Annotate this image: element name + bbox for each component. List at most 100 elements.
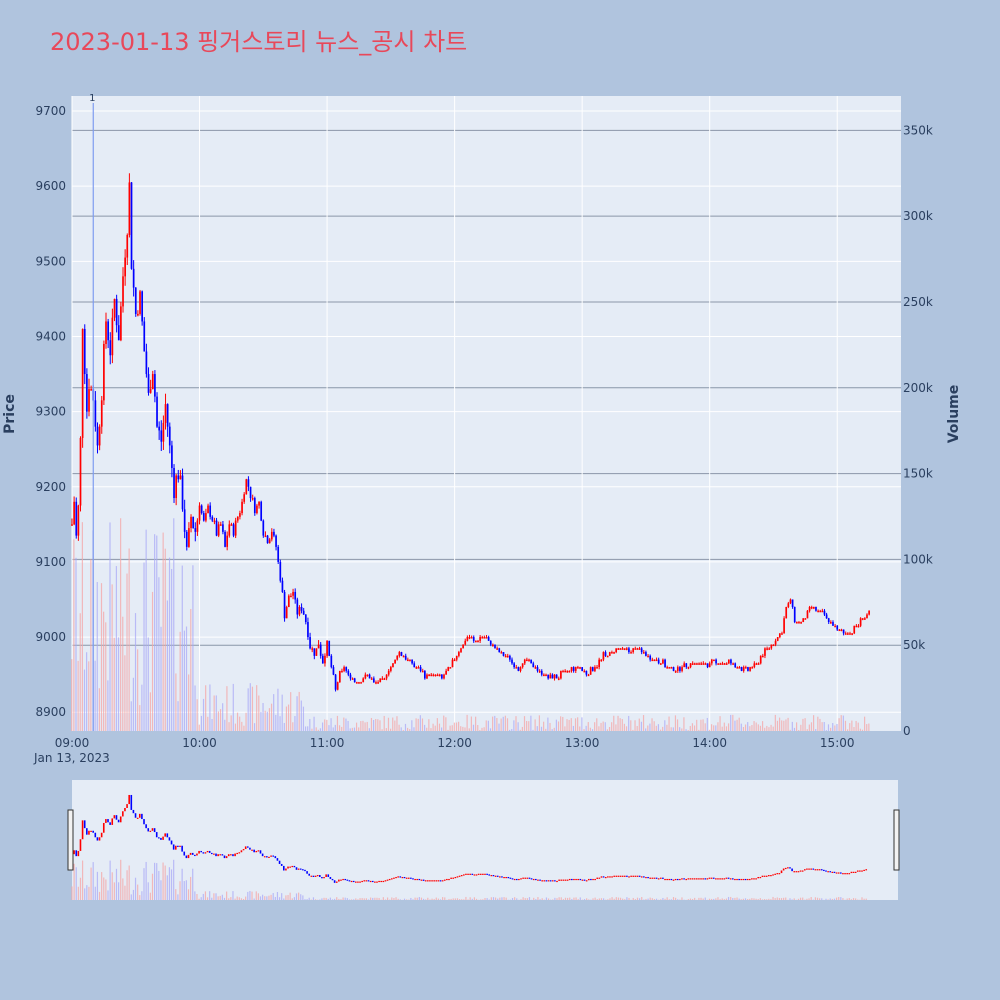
- volume-bar: [343, 717, 345, 731]
- candle-body: [364, 674, 367, 679]
- mini-volume-bar: [232, 891, 234, 900]
- candle-body: [111, 317, 114, 356]
- mini-candle: [789, 867, 791, 869]
- mini-candle: [126, 804, 128, 808]
- mini-volume-bar: [151, 873, 154, 900]
- volume-bar: [498, 723, 500, 731]
- candle-body: [693, 663, 696, 665]
- mini-volume-bar: [778, 897, 780, 900]
- mini-volume-bar: [541, 898, 543, 900]
- volume-bar: [154, 534, 156, 731]
- mini-candle: [507, 876, 510, 879]
- mini-volume-bar: [700, 897, 702, 900]
- mini-volume-bar: [79, 877, 82, 900]
- mini-volume-bar: [245, 896, 247, 900]
- mini-volume-bar: [338, 898, 340, 900]
- volume-bar: [466, 714, 468, 731]
- range-slider-left-handle[interactable]: [67, 809, 74, 871]
- mini-volume-bar: [793, 898, 795, 900]
- candle-body: [604, 652, 607, 656]
- mini-volume-bar: [221, 894, 223, 900]
- volume-bar: [183, 630, 185, 731]
- mini-candle: [397, 876, 399, 878]
- mini-candle: [486, 873, 488, 875]
- volume-bar: [326, 719, 328, 731]
- mini-volume-bar: [73, 863, 75, 900]
- mini-candle: [861, 870, 863, 872]
- volume-bar: [262, 703, 264, 731]
- volume-bar: [141, 684, 143, 731]
- candle-body: [619, 648, 622, 650]
- candle-body: [757, 663, 760, 665]
- mini-candle: [831, 871, 834, 873]
- candle-body: [795, 622, 798, 624]
- mini-candle: [312, 875, 315, 877]
- candle-body: [268, 539, 271, 544]
- mini-candle: [134, 813, 137, 818]
- mini-volume-bar: [846, 898, 848, 900]
- volume-bar: [632, 729, 634, 731]
- candle-body: [511, 659, 513, 664]
- mini-volume-bar: [276, 892, 279, 900]
- mini-candle: [823, 869, 825, 872]
- mini-candle: [217, 854, 219, 857]
- candle-body: [205, 513, 207, 521]
- volume-bar: [577, 717, 579, 731]
- volume-bar: [551, 729, 553, 731]
- mini-volume-bar: [592, 898, 594, 900]
- volume-bar: [245, 712, 247, 731]
- x-tick-label: 09:00: [55, 736, 90, 750]
- volume-bar: [105, 622, 107, 731]
- candle-body: [577, 667, 579, 669]
- mini-volume-bar: [494, 897, 497, 900]
- mini-volume-bar: [571, 899, 573, 900]
- range-slider-right-handle[interactable]: [893, 809, 900, 871]
- volume-bar: [122, 616, 124, 731]
- mini-candle: [361, 880, 363, 883]
- candle-body: [842, 629, 845, 634]
- mini-volume-bar: [594, 897, 596, 900]
- candle-body: [691, 663, 694, 665]
- candle-body: [781, 633, 783, 635]
- volume-bar: [377, 719, 379, 731]
- volume-bar: [562, 716, 564, 731]
- mini-candle: [566, 879, 569, 881]
- mini-candle: [420, 879, 423, 881]
- volume-bar: [761, 721, 764, 731]
- mini-volume-bar: [350, 899, 353, 900]
- mini-candle: [382, 880, 385, 883]
- volume-bar: [253, 723, 256, 731]
- mini-volume-bar: [399, 899, 401, 900]
- volume-bar: [190, 608, 192, 731]
- volume-bar: [844, 720, 847, 731]
- candle-body: [774, 640, 777, 645]
- mini-volume-bar: [124, 885, 126, 900]
- candle-body: [500, 652, 503, 654]
- mini-volume-bar: [776, 897, 778, 900]
- volume-bar: [443, 715, 445, 731]
- volume-bar: [587, 722, 589, 731]
- volume-bar: [368, 728, 370, 731]
- mini-volume-bar: [295, 893, 298, 900]
- volume-bar: [655, 725, 657, 731]
- volume-bar: [353, 727, 356, 731]
- volume-bar: [209, 684, 211, 731]
- volume-bar: [196, 699, 198, 731]
- candle-body: [419, 667, 422, 671]
- volume-bar: [674, 715, 677, 731]
- mini-volume-bar: [715, 898, 717, 900]
- mini-candle: [109, 822, 111, 825]
- mini-candle: [587, 878, 590, 881]
- mini-candle: [96, 837, 99, 841]
- mini-volume-bar: [806, 898, 808, 900]
- mini-volume-bar: [751, 898, 753, 900]
- mini-volume-bar: [562, 899, 564, 900]
- mini-candle: [225, 856, 228, 859]
- mini-volume-bar: [81, 860, 84, 900]
- candle-body: [417, 667, 420, 669]
- mini-volume-bar: [755, 898, 757, 900]
- mini-candle: [537, 879, 539, 881]
- mini-volume-bar: [177, 894, 179, 900]
- candle-body: [321, 655, 324, 664]
- mini-volume-bar: [444, 897, 446, 900]
